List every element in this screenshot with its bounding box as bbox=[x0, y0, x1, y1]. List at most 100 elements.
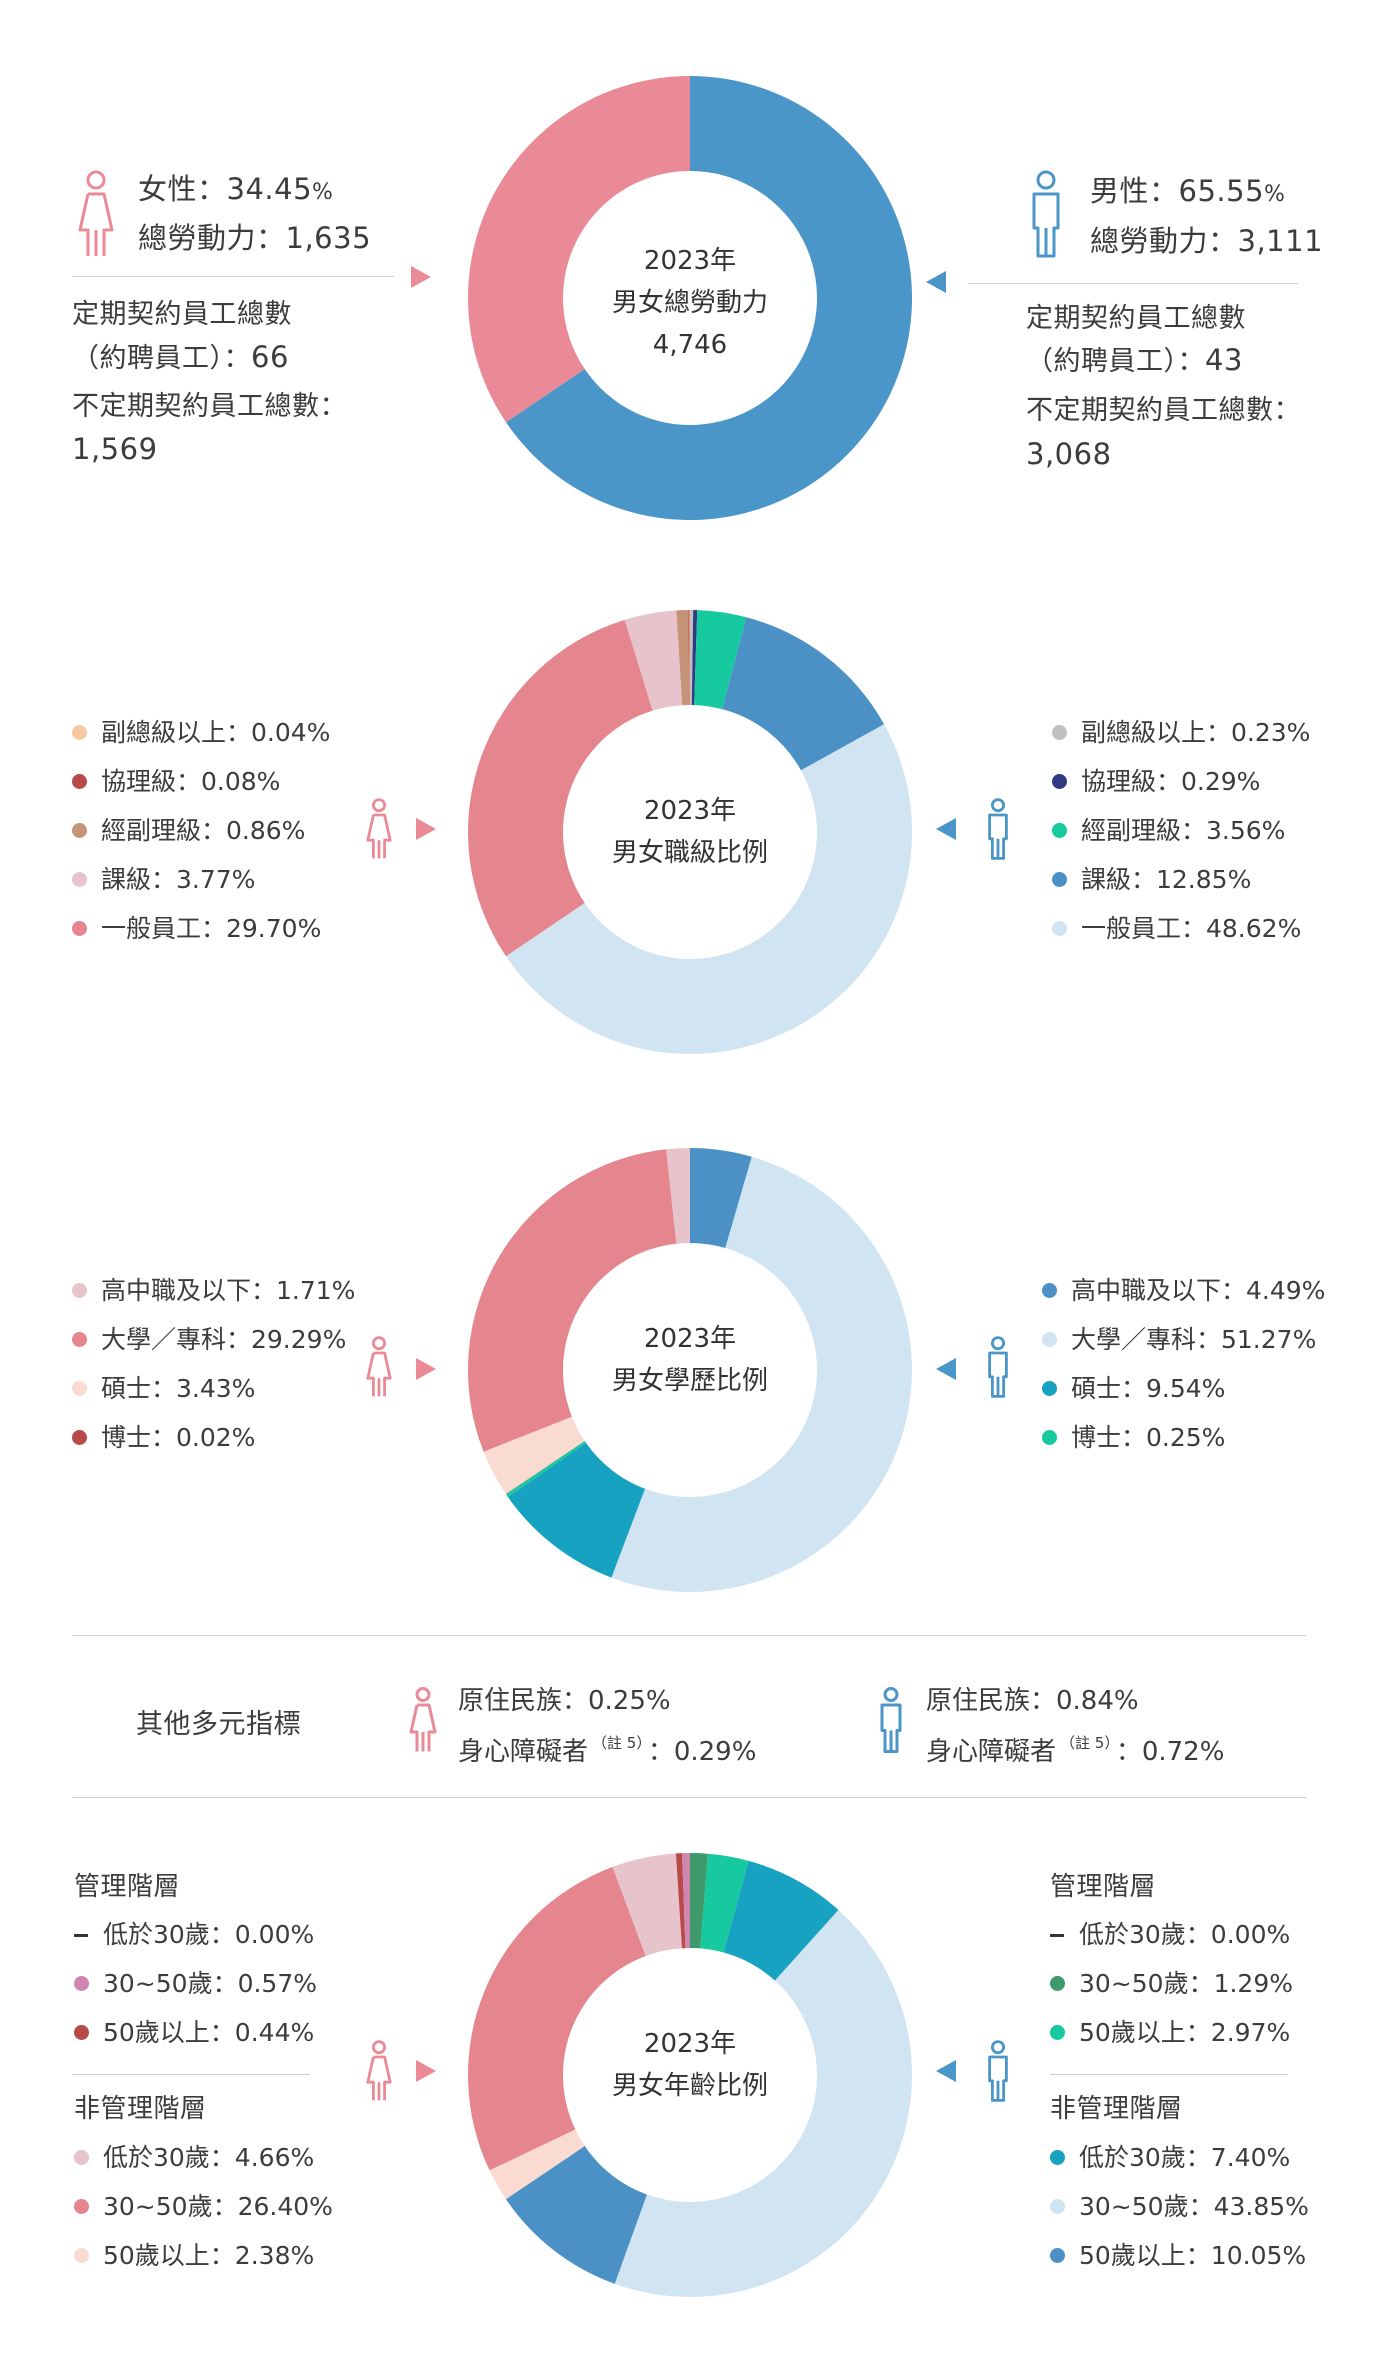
legend-label: 30~50歲：26.40% bbox=[103, 2192, 333, 2221]
legend-dot-icon bbox=[72, 823, 87, 838]
female-person-icon bbox=[409, 1687, 437, 1752]
legend-item: 低於30歲：0.00% bbox=[1050, 1920, 1290, 1950]
legend-dot-icon bbox=[1042, 1283, 1057, 1298]
legend-dot-icon bbox=[1042, 1430, 1057, 1445]
legend-label: 經副理級：0.86% bbox=[101, 816, 306, 845]
arrow-right-icon bbox=[416, 1358, 436, 1380]
center-line: 2023年 bbox=[643, 246, 737, 276]
divider bbox=[72, 2074, 310, 2075]
female-labor: 總勞動力：1,635 bbox=[138, 221, 371, 255]
donut-slice bbox=[614, 1909, 913, 2297]
legend-item: 50歲以上：2.97% bbox=[1050, 2018, 1290, 2048]
donut-slice bbox=[676, 610, 690, 706]
donut-slice bbox=[467, 75, 690, 423]
donut-slice bbox=[505, 76, 912, 520]
legend-item: 大學／專科：29.29% bbox=[72, 1325, 346, 1355]
legend-label: 經副理級：3.56% bbox=[1081, 816, 1286, 845]
donut-slice bbox=[690, 610, 694, 706]
legend-item: 碩士：9.54% bbox=[1042, 1374, 1225, 1404]
divider bbox=[968, 283, 1298, 284]
legend-dot-icon bbox=[1052, 823, 1067, 838]
legend-dot-icon bbox=[1050, 2199, 1065, 2214]
male-person-icon bbox=[880, 1687, 902, 1753]
male-person-icon bbox=[988, 2040, 1008, 2102]
legend-label: 30~50歲：43.85% bbox=[1079, 2192, 1309, 2221]
legend-label: 大學／專科：29.29% bbox=[101, 1325, 347, 1354]
legend-dot-icon bbox=[72, 1381, 87, 1396]
legend-dot-icon bbox=[72, 774, 87, 789]
female-fixed-value: 66 bbox=[251, 340, 289, 374]
divider bbox=[1050, 2074, 1288, 2075]
legend-label: 副總級以上：0.23% bbox=[1081, 718, 1311, 747]
divider bbox=[72, 1635, 1306, 1636]
legend-label: 課級：3.77% bbox=[101, 865, 256, 894]
arrow-left-icon bbox=[926, 271, 946, 293]
dash-marker-icon bbox=[1050, 1934, 1064, 1937]
dash-marker-icon bbox=[74, 1934, 88, 1937]
arrow-left-icon bbox=[936, 2060, 956, 2082]
donut-slice bbox=[675, 1853, 686, 1949]
divider bbox=[72, 276, 394, 277]
female-fixed-label-1: 定期契約員工總數 bbox=[72, 299, 292, 330]
legend-label: 大學／專科：51.27% bbox=[1071, 1325, 1317, 1354]
arrow-right-icon bbox=[411, 266, 431, 288]
percent-sign: % bbox=[312, 180, 334, 205]
legend-dot-icon bbox=[72, 921, 87, 936]
male-fixed-value: 43 bbox=[1205, 343, 1243, 377]
center-line: 2023年 bbox=[643, 1324, 737, 1354]
legend-item: 一般員工：29.70% bbox=[72, 914, 321, 944]
legend-item: 課級：12.85% bbox=[1052, 865, 1251, 895]
legend-label: 碩士：9.54% bbox=[1071, 1374, 1226, 1403]
legend-label: 博士：0.25% bbox=[1071, 1423, 1226, 1452]
male-ratio-value: 65.55 bbox=[1178, 174, 1265, 208]
legend-item: 高中職及以下：1.71% bbox=[72, 1276, 355, 1306]
disabled-value: ：0.29% bbox=[647, 1737, 757, 1767]
legend-item: 低於30歲：4.66% bbox=[74, 2143, 314, 2173]
legend-label: 高中職及以下：4.49% bbox=[1071, 1276, 1326, 1305]
legend-dot-icon bbox=[1052, 774, 1067, 789]
divider bbox=[72, 1797, 1306, 1798]
legend-item: 50歲以上：0.44% bbox=[74, 2018, 314, 2048]
legend-dot-icon bbox=[1042, 1381, 1057, 1396]
legend-item: 低於30歲：7.40% bbox=[1050, 2143, 1290, 2173]
male-person-icon bbox=[988, 1336, 1008, 1398]
legend-dot-icon bbox=[1050, 2025, 1065, 2040]
female-person-icon bbox=[366, 798, 392, 859]
legend-dot-icon bbox=[72, 1430, 87, 1445]
center-line: 4,746 bbox=[652, 330, 728, 360]
male-unfixed-value: 3,068 bbox=[1026, 437, 1112, 471]
male-labor: 總勞動力：3,111 bbox=[1090, 224, 1323, 258]
legend-item: 博士：0.02% bbox=[72, 1423, 255, 1453]
fixed-label: （約聘員工）： bbox=[1026, 346, 1205, 377]
arrow-left-icon bbox=[936, 1358, 956, 1380]
center-line: 男女職級比例 bbox=[611, 838, 768, 868]
female-person-icon bbox=[366, 2040, 392, 2101]
donut-slice bbox=[612, 1853, 682, 1956]
footnote-ref: （註 5） bbox=[592, 1734, 644, 1752]
legend-label: 高中職及以下：1.71% bbox=[101, 1276, 356, 1305]
legend-label: 一般員工：48.62% bbox=[1081, 914, 1302, 943]
legend-label: 低於30歲：4.66% bbox=[103, 2143, 315, 2172]
legend-label: 低於30歲：0.00% bbox=[1079, 1920, 1291, 1949]
legend-item: 50歲以上：2.38% bbox=[74, 2241, 314, 2271]
donut-slice bbox=[505, 1441, 586, 1498]
legend-item: 碩士：3.43% bbox=[72, 1374, 255, 1404]
female-fixed-label-2: （約聘員工）：66 bbox=[72, 340, 289, 376]
donut-slice bbox=[689, 610, 690, 706]
male-fixed-label-2: （約聘員工）：43 bbox=[1026, 343, 1243, 379]
legend-item: 一般員工：48.62% bbox=[1052, 914, 1301, 944]
male-person-icon bbox=[1032, 170, 1060, 258]
donut-slice bbox=[467, 1866, 646, 2171]
legend-item: 30~50歲：26.40% bbox=[74, 2192, 333, 2222]
legend-dot-icon bbox=[1050, 1976, 1065, 1991]
legend-item: 低於30歲：0.00% bbox=[74, 1920, 314, 1950]
male-indigenous: 原住民族：0.84% bbox=[926, 1686, 1139, 1716]
legend-label: 低於30歲：7.40% bbox=[1079, 2143, 1291, 2172]
legend-dot-icon bbox=[74, 2150, 89, 2165]
legend-dot-icon bbox=[1050, 2150, 1065, 2165]
legend-item: 經副理級：0.86% bbox=[72, 816, 305, 846]
donut-slice bbox=[505, 724, 912, 1054]
